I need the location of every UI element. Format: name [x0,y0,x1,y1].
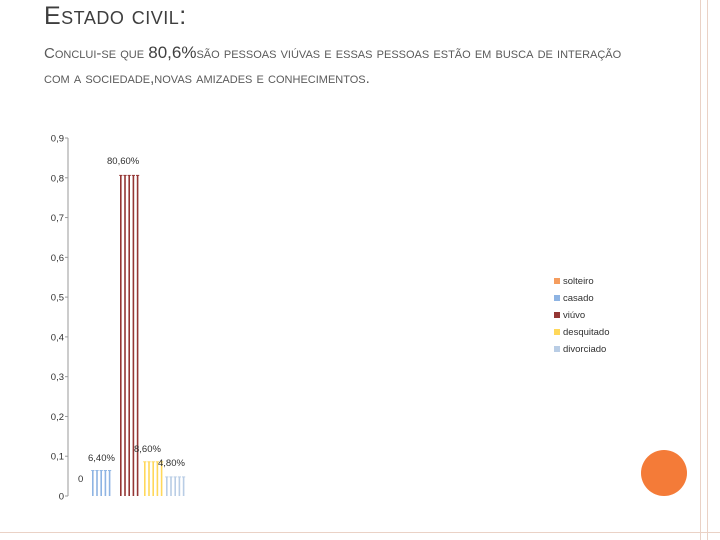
y-tick-label: 0 [59,492,64,503]
bar-divorciado [170,476,172,496]
bar-viúvo [128,175,130,496]
legend-label-casado: casado [563,293,594,304]
decorative-vertical-line-left [700,0,701,540]
slide-body-text: Conclui-se que 80,6%são pessoas viúvas e… [44,40,644,91]
bar-desquitado [160,461,163,496]
y-tick-label: 0,7 [51,213,64,224]
bar-chart: 0 0,1 0,2 0,3 0,4 0,5 0,6 0,7 0,8 0,9 0 6,40% 80,60%… [51,134,610,503]
body-rest: são pessoas viúvas e essas pessoas estão… [44,45,622,87]
body-highlight-value: 80,6% [148,43,197,62]
y-tick-label: 0,1 [51,452,64,463]
data-label-desquitado: 8,60% [134,444,161,455]
y-tick-label: 0,8 [51,173,64,184]
bar-casado [104,470,107,496]
bar-divorciado [174,476,176,496]
y-tick-label: 0,4 [51,332,64,343]
y-tick-label: 0,2 [51,412,64,423]
decorative-horizontal-line [0,532,720,533]
legend-label-solteiro: solteiro [563,276,594,287]
legend-swatch-viúvo [554,312,560,318]
bar-divorciado [178,476,181,496]
y-tick-label: 0,6 [51,253,64,264]
bar-desquitado [156,461,159,496]
bar-casado [100,470,102,496]
decorative-orange-circle [641,450,687,496]
bar-viúvo [132,175,135,496]
bar-desquitado [152,461,154,496]
bar-casado [96,470,98,496]
legend-label-divorciado: divorciado [563,344,606,355]
legend-swatch-divorciado [554,346,560,352]
bar-casado [92,470,94,496]
y-tick-label: 0,5 [51,293,64,304]
legend-swatch-casado [554,295,560,301]
bar-viúvo [124,175,126,496]
legend-swatch-solteiro [554,278,560,284]
legend-label-desquitado: desquitado [563,327,609,338]
body-intro: Conclui-se que [44,45,149,62]
y-tick-label: 0,9 [51,134,64,145]
data-label-viúvo: 80,60% [107,156,140,167]
bar-divorciado [182,476,185,496]
y-tick-label: 0,3 [51,372,64,383]
data-label-solteiro: 0 [78,474,83,485]
bar-casado [108,470,111,496]
bar-viúvo [136,175,139,496]
data-label-divorciado: 4,80% [158,458,185,469]
bar-viúvo [120,175,122,496]
bar-desquitado [148,461,150,496]
data-label-casado: 6,40% [88,453,115,464]
bar-desquitado [144,461,146,496]
legend-label-viúvo: viúvo [563,310,585,321]
bar-divorciado [166,476,168,496]
legend-swatch-desquitado [554,329,560,335]
slide-title: Estado civil: [44,2,187,30]
decorative-vertical-line-right [707,0,708,540]
